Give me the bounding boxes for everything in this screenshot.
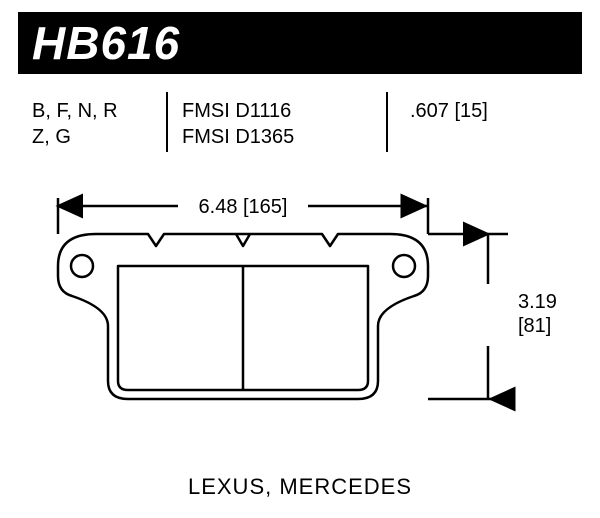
page: HB616 B, F, N, R Z, G FMSI D1116 FMSI D1…	[0, 0, 600, 518]
thickness-value: .607 [15]	[410, 98, 568, 124]
height-dimension: 3.19 [81]	[428, 234, 557, 399]
info-col-compounds: B, F, N, R Z, G	[18, 92, 168, 162]
brake-pad-outline	[58, 234, 428, 399]
compounds-line2: Z, G	[32, 124, 154, 150]
width-dim-label: 6.48 [165]	[199, 196, 288, 218]
info-col-thickness: .607 [15]	[388, 92, 582, 162]
info-col-fmsi: FMSI D1116 FMSI D1365	[168, 92, 388, 162]
compounds-line1: B, F, N, R	[32, 98, 154, 124]
fmsi-line1: FMSI D1116	[182, 98, 374, 124]
part-number: HB616	[32, 16, 180, 70]
vehicle-fitment: LEXUS, MERCEDES	[0, 474, 600, 500]
diagram-area: 6.48 [165] 3.19 [81]	[18, 176, 582, 476]
brake-pad-diagram: 6.48 [165] 3.19 [81]	[18, 176, 582, 476]
height-dim-label2: [81]	[518, 315, 551, 337]
info-row: B, F, N, R Z, G FMSI D1116 FMSI D1365 .6…	[18, 92, 582, 162]
fmsi-line2: FMSI D1365	[182, 124, 374, 150]
header-band: HB616	[18, 12, 582, 74]
width-dimension: 6.48 [165]	[58, 196, 428, 234]
height-dim-label1: 3.19	[518, 291, 557, 313]
